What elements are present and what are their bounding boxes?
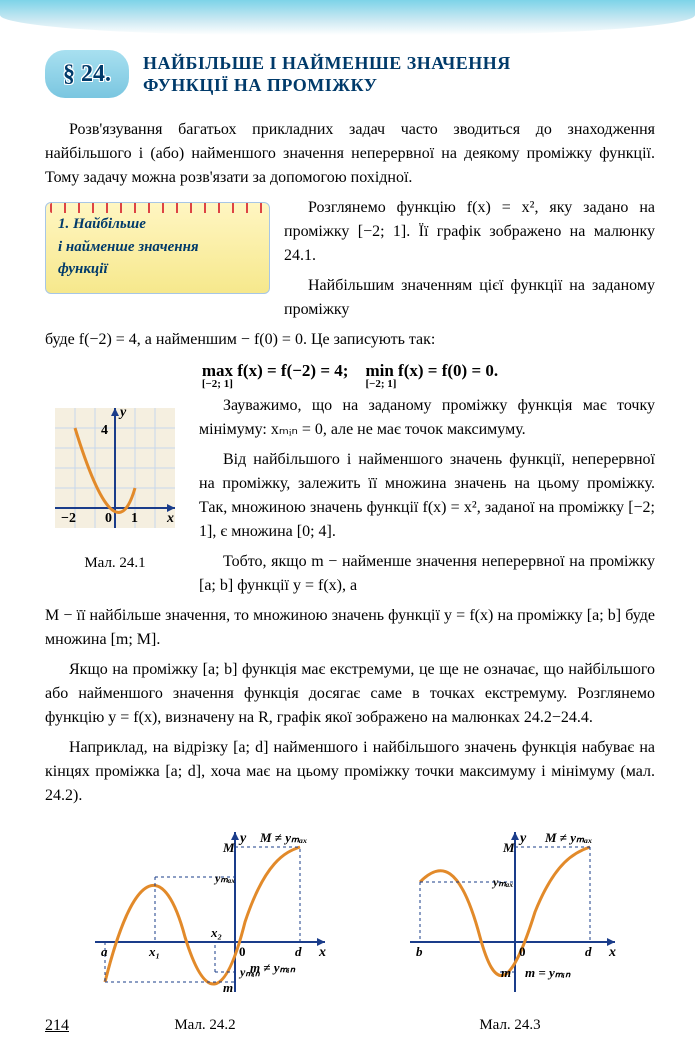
svg-text:y: y xyxy=(118,405,127,420)
section-badge: § 24. xyxy=(45,50,129,98)
section-title: НАЙБІЛЬШЕ І НАЙМЕНШЕ ЗНАЧЕННЯ ФУНКЦІЇ НА… xyxy=(143,52,511,97)
svg-text:M ≠ yₘₐₓ: M ≠ yₘₐₓ xyxy=(259,830,307,845)
svg-text:x: x xyxy=(318,945,326,960)
formula-sub2: [−2; 1] xyxy=(365,376,396,393)
svg-text:d: d xyxy=(585,944,592,959)
formula-line: max f(x) = f(−2) = 4; [−2; 1] min f(x) =… xyxy=(45,358,655,384)
svg-text:a: a xyxy=(101,944,108,959)
svg-text:y: y xyxy=(518,831,527,846)
paragraph-7: Наприклад, на відрізку [a; d] найменшого… xyxy=(45,736,655,808)
paragraph-5b: M − її найбільше значення, то множиною з… xyxy=(45,604,655,652)
fig2-caption: Мал. 24.2 xyxy=(75,1014,335,1037)
topic-card: 1. Найбільше і найменше значення функції xyxy=(45,202,270,294)
svg-text:x₂: x₂ xyxy=(210,925,222,940)
svg-text:x₁: x₁ xyxy=(148,944,160,959)
svg-text:m: m xyxy=(501,965,511,980)
svg-text:b: b xyxy=(416,944,423,959)
paragraph-6: Якщо на проміжку [a; b] функція має екст… xyxy=(45,658,655,730)
fig3-caption: Мал. 24.3 xyxy=(395,1014,625,1037)
svg-text:0: 0 xyxy=(239,944,246,959)
svg-text:yₘₐₓ: yₘₐₓ xyxy=(213,871,235,885)
svg-text:m ≠ yₘᵢₙ: m ≠ yₘᵢₙ xyxy=(250,960,296,975)
svg-text:x: x xyxy=(166,511,174,526)
svg-text:x: x xyxy=(608,945,616,960)
figure-24-1: y x 4 −2 0 1 Мал. 24.1 xyxy=(45,398,185,575)
note-line2: і найменше значення xyxy=(58,239,199,255)
page-header-gradient xyxy=(0,0,695,35)
paragraph-2c: буде f(−2) = 4, а найменшим − f(0) = 0. … xyxy=(45,328,655,352)
fig1-caption: Мал. 24.1 xyxy=(45,552,185,575)
figure-24-2: y x M yₘₐₓ yₘᵢₙ m a x₁ x₂ 0 d M ≠ yₘₐₓ m… xyxy=(75,822,335,1037)
paragraph-1: Розв'язування багатьох прикладних задач … xyxy=(45,118,655,190)
svg-text:y: y xyxy=(238,831,247,846)
figure-24-3: y x M yₘₐₓ m b 0 d M ≠ yₘₐₓ m = yₘᵢₙ Мал… xyxy=(395,822,625,1037)
svg-text:yₘₐₓ: yₘₐₓ xyxy=(491,875,513,889)
svg-text:M: M xyxy=(222,840,235,855)
svg-text:−2: −2 xyxy=(61,511,76,526)
svg-text:4: 4 xyxy=(101,423,108,438)
svg-text:d: d xyxy=(295,944,302,959)
title-line2: ФУНКЦІЇ НА ПРОМІЖКУ xyxy=(143,75,377,95)
svg-text:1: 1 xyxy=(131,511,138,526)
note-line3: функції xyxy=(58,261,108,277)
section-header: § 24. НАЙБІЛЬШЕ І НАЙМЕНШЕ ЗНАЧЕННЯ ФУНК… xyxy=(45,50,655,98)
svg-text:m = yₘᵢₙ: m = yₘᵢₙ xyxy=(525,965,571,980)
svg-text:M: M xyxy=(502,840,515,855)
svg-text:M ≠ yₘₐₓ: M ≠ yₘₐₓ xyxy=(544,830,592,845)
page-number: 214 xyxy=(45,1014,69,1038)
note-line1: 1. Найбільше xyxy=(58,216,146,232)
formula-sub1: [−2; 1] xyxy=(202,376,233,393)
svg-text:m: m xyxy=(223,980,233,995)
svg-text:0: 0 xyxy=(105,511,112,526)
svg-text:0: 0 xyxy=(519,944,526,959)
title-line1: НАЙБІЛЬШЕ І НАЙМЕНШЕ ЗНАЧЕННЯ xyxy=(143,53,511,73)
